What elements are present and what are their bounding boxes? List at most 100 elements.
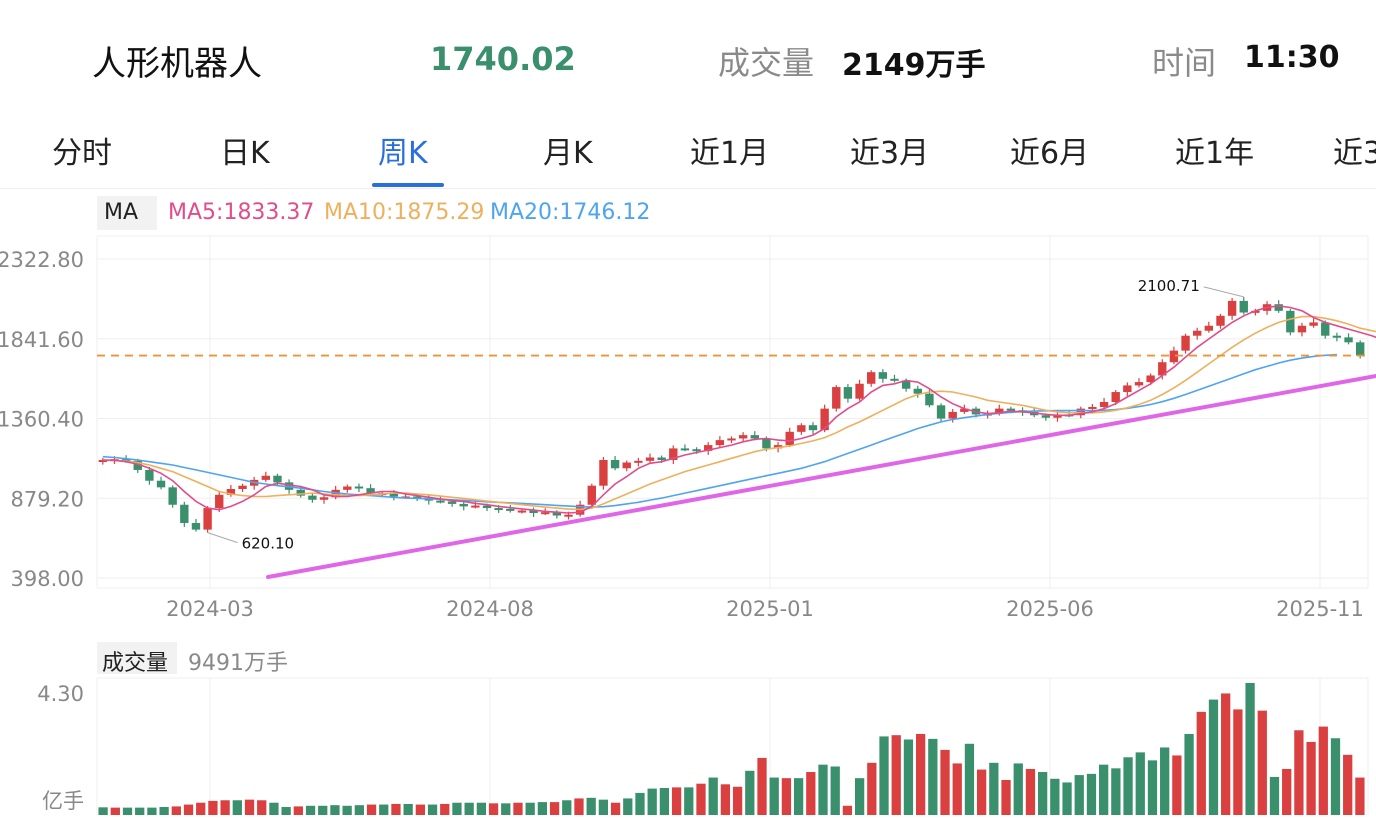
candle-body — [506, 508, 515, 511]
candle-body — [238, 485, 247, 490]
volume-bar — [452, 802, 462, 815]
volume-bar — [1343, 754, 1353, 815]
price-tick-label: 1360.40 — [0, 408, 84, 432]
volume-bar — [354, 805, 364, 815]
tab-3-years[interactable]: 近3 — [1333, 136, 1376, 171]
volume-bar — [928, 738, 938, 815]
volume-bar — [135, 807, 145, 815]
volume-bar — [684, 787, 694, 815]
volume-bar — [330, 805, 340, 815]
volume-bar — [1355, 777, 1365, 815]
tab-1-year[interactable]: 近1年 — [1175, 136, 1255, 171]
volume-bar — [305, 805, 316, 815]
candle-body — [773, 445, 783, 449]
volume-bar — [488, 803, 499, 815]
tab-weekly-k[interactable]: 周K — [378, 136, 428, 171]
ma-selector[interactable] — [97, 196, 157, 230]
volume-bar — [696, 783, 706, 815]
tab-3-months[interactable]: 近3月 — [850, 136, 930, 171]
volume-bar — [671, 787, 682, 815]
tab-daily-k[interactable]: 日K — [220, 136, 270, 171]
candle-body — [133, 460, 142, 470]
volume-bar — [842, 805, 853, 815]
candle-body — [1309, 322, 1318, 326]
candle-body — [1158, 362, 1167, 376]
volume-bar — [586, 797, 596, 815]
candle-body — [750, 435, 759, 439]
volume-bar — [1294, 730, 1304, 815]
candle-body — [995, 408, 1004, 414]
volume-bar — [1282, 768, 1292, 815]
candle-body — [564, 514, 573, 517]
volume-bar — [793, 778, 804, 815]
volume-bar — [1257, 710, 1267, 815]
volume-total: 9491万手 — [188, 651, 288, 676]
volume-bar — [745, 770, 755, 815]
volume-bar — [903, 739, 914, 815]
candle-body — [878, 372, 888, 379]
candle-body — [855, 383, 864, 399]
candle-body — [1216, 315, 1225, 326]
volume-bar — [989, 762, 999, 815]
volume-bar — [122, 807, 133, 815]
candle-body — [890, 378, 899, 381]
tab-1-month[interactable]: 近1月 — [690, 136, 770, 171]
ma5-legend: MA5:1833.37 — [168, 200, 315, 225]
candle-body — [1344, 337, 1353, 343]
volume-bar — [1330, 738, 1341, 815]
candle-body — [832, 387, 841, 409]
candle-body — [1123, 385, 1132, 393]
candle-body — [156, 480, 166, 488]
candle-body — [762, 438, 771, 449]
price-axis: 2322.80 1841.60 1360.40 879.20 398.00 — [0, 248, 84, 591]
candle-body — [273, 475, 282, 483]
candle-body — [517, 510, 527, 513]
candle-body — [610, 459, 620, 469]
date-tick-label: 2025-11 — [1276, 597, 1364, 621]
volume-bar — [867, 762, 877, 815]
volume-bar — [391, 803, 401, 815]
candle-body — [925, 393, 934, 406]
volume-bar — [147, 807, 157, 815]
candle-body — [1006, 408, 1016, 411]
candle-body — [704, 445, 713, 451]
candle-body — [1169, 350, 1179, 363]
ma-selector-label[interactable]: MA — [104, 200, 139, 225]
candle-body — [1274, 304, 1283, 311]
volume-bar — [232, 800, 242, 815]
candle-body — [634, 460, 643, 463]
overlays: 2100.71 620.10 — [97, 277, 1376, 579]
date-tick-label: 2025-06 — [1006, 597, 1094, 621]
tab-monthly-k[interactable]: 月K — [543, 136, 593, 171]
volume-bar — [891, 735, 901, 815]
candle-body — [1099, 401, 1109, 407]
candle-body — [587, 485, 596, 505]
volume-bar — [476, 802, 486, 815]
candle-body — [319, 497, 329, 500]
tab-6-months[interactable]: 近6月 — [1010, 136, 1090, 171]
max-annotation: 2100.71 — [1138, 277, 1200, 295]
volume-bars — [98, 683, 1365, 815]
candle-body — [1297, 325, 1307, 333]
ma10-line — [102, 315, 1376, 511]
candle-body — [1227, 300, 1237, 316]
volume-bar — [525, 802, 535, 815]
candle-body — [645, 457, 655, 461]
volume-selector-label[interactable]: 成交量 — [102, 651, 169, 676]
candle-body — [389, 493, 399, 497]
candle-body — [471, 505, 480, 508]
period-tabs: 分时 日K 周K 月K 近1月 近3月 近6月 近1年 近3 — [0, 118, 1376, 189]
volume-bar — [879, 736, 889, 815]
volume-bar — [110, 807, 120, 815]
candle-body — [1146, 375, 1155, 383]
volume-selector[interactable] — [97, 642, 177, 674]
candle-body — [1355, 342, 1365, 356]
candle-body — [867, 372, 876, 384]
candle-body — [820, 408, 829, 431]
tab-intraday[interactable]: 分时 — [52, 136, 112, 171]
volume-bar — [1038, 772, 1048, 815]
ma-lines — [102, 305, 1376, 514]
ma20-legend: MA20:1746.12 — [490, 200, 651, 225]
candle-body — [541, 512, 550, 515]
